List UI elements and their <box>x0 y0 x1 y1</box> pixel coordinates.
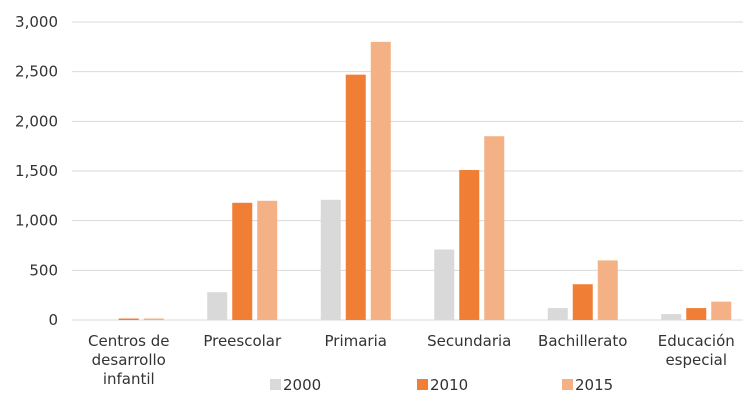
y-tick-label: 1,500 <box>15 162 58 180</box>
x-axis: Centros de desarrollo infantil Preescolar Pr… <box>88 332 735 388</box>
y-tick-label: 2,000 <box>15 112 58 130</box>
bar-2010-5 <box>686 308 707 320</box>
bar-2015-4 <box>597 260 618 320</box>
bar-2010-2 <box>345 74 366 320</box>
x-tick-label: Primaria <box>325 332 387 350</box>
x-tick-label-line: Primaria <box>325 332 387 350</box>
y-axis: 0 500 1,000 1,500 2,000 2,500 3,000 <box>15 13 58 329</box>
bar-2000-1 <box>207 292 228 320</box>
x-tick-label-line: Educación <box>658 332 735 350</box>
x-tick-label-line: infantil <box>103 370 155 388</box>
x-tick-label: Centros de desarrollo infantil <box>88 332 169 388</box>
gridlines <box>72 21 743 321</box>
bar-2015-3 <box>484 136 505 320</box>
x-tick-label-line: especial <box>665 351 727 369</box>
legend: 2000 2010 2015 <box>270 376 613 394</box>
bar-2015-0 <box>143 318 164 320</box>
bar-2000-2 <box>320 199 341 320</box>
legend-swatch-2010 <box>417 379 428 390</box>
x-tick-label: Preescolar <box>203 332 282 350</box>
bar-2000-4 <box>547 308 568 320</box>
legend-label-2000: 2000 <box>283 376 321 394</box>
x-tick-label-line: Secundaria <box>427 332 511 350</box>
y-tick-label: 2,500 <box>15 63 58 81</box>
bar-2000-5 <box>661 314 682 320</box>
y-tick-label: 3,000 <box>15 13 58 31</box>
legend-label-2010: 2010 <box>430 376 468 394</box>
legend-swatch-2015 <box>562 379 573 390</box>
bar-2010-0 <box>118 318 139 320</box>
x-tick-label: Educación especial <box>658 332 735 369</box>
legend-swatch-2000 <box>270 379 281 390</box>
y-tick-label: 1,000 <box>15 212 58 230</box>
bar-2015-1 <box>257 200 278 320</box>
x-tick-label-line: Preescolar <box>203 332 282 350</box>
bar-2010-1 <box>232 202 253 320</box>
x-tick-label-line: Centros de <box>88 332 169 350</box>
bars <box>118 41 732 320</box>
bar-2015-5 <box>711 301 732 320</box>
y-tick-label: 0 <box>48 311 58 329</box>
legend-label-2015: 2015 <box>575 376 613 394</box>
x-tick-label-line: Bachillerato <box>538 332 627 350</box>
bar-2010-3 <box>459 170 480 320</box>
x-tick-label-line: desarrollo <box>92 351 166 369</box>
x-tick-label: Secundaria <box>427 332 511 350</box>
y-tick-label: 500 <box>29 261 58 279</box>
bar-2015-2 <box>370 41 391 320</box>
x-tick-label: Bachillerato <box>538 332 627 350</box>
bar-2000-3 <box>434 249 455 320</box>
bar-2010-4 <box>572 284 593 320</box>
